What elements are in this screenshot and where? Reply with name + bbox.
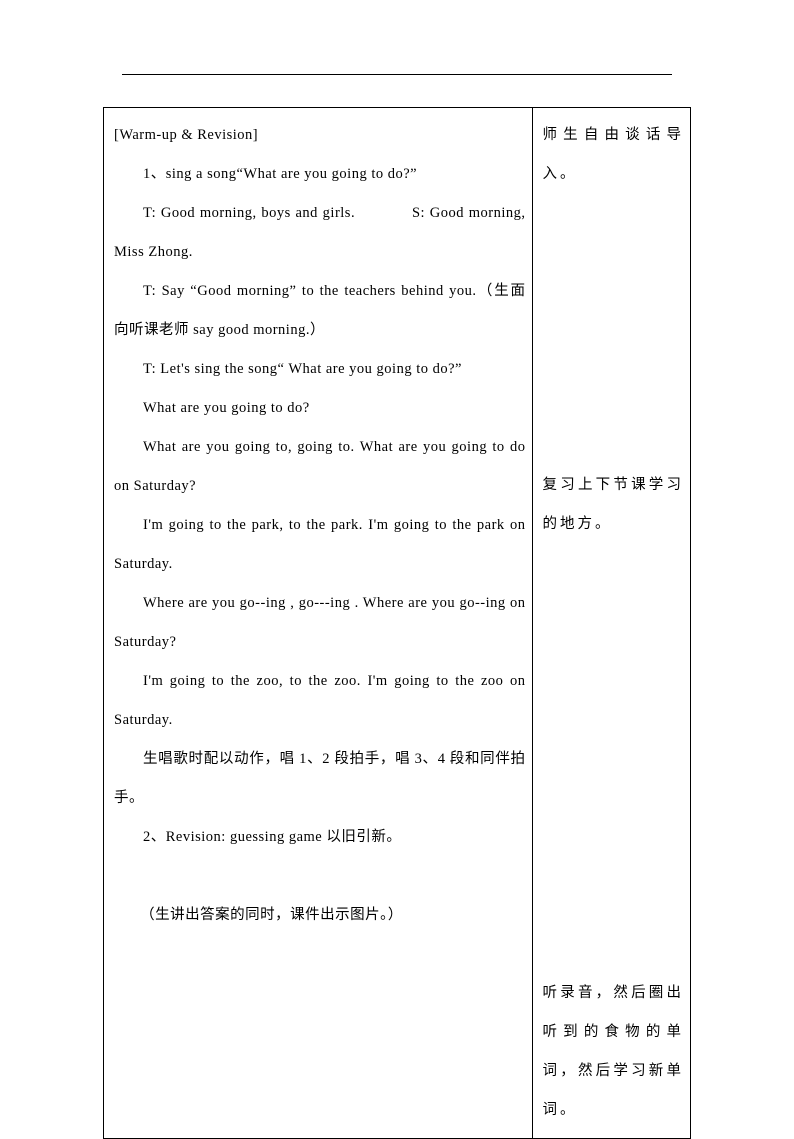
- dialogue-line: T: Say “Good morning” to the teachers be…: [114, 272, 526, 350]
- table-row: [Warm-up & Revision] 1、sing a song“What …: [104, 108, 690, 1138]
- section-title: [Warm-up & Revision]: [114, 116, 526, 155]
- note-2: 复习上下节课学习的地方。: [543, 466, 684, 544]
- header-rule-line: [122, 74, 672, 75]
- instruction-line: （生讲出答案的同时，课件出示图片。）: [114, 896, 526, 935]
- left-column: [Warm-up & Revision] 1、sing a song“What …: [104, 108, 533, 1138]
- right-column: 师生自由谈话导入。 复习上下节课学习的地方。 听录音，然后圈出听到的食物的单词，…: [533, 108, 690, 1138]
- lesson-plan-table: [Warm-up & Revision] 1、sing a song“What …: [103, 107, 691, 1139]
- spacer: [543, 194, 684, 466]
- note-1: 师生自由谈话导入。: [543, 116, 684, 194]
- lyric-line: I'm going to the zoo, to the zoo. I'm go…: [114, 662, 526, 740]
- lyric-line: I'm going to the park, to the park. I'm …: [114, 506, 526, 584]
- blank-line: [114, 857, 526, 896]
- instruction-line: 生唱歌时配以动作，唱 1、2 段拍手，唱 3、4 段和同伴拍手。: [114, 740, 526, 818]
- note-3: 听录音，然后圈出听到的食物的单词，然后学习新单词。: [543, 974, 684, 1130]
- dialogue-line: T: Good morning, boys and girls. S: Good…: [114, 194, 526, 272]
- item-1: 1、sing a song“What are you going to do?”: [114, 155, 526, 194]
- dialogue-line: T: Let's sing the song“ What are you goi…: [114, 350, 526, 389]
- lyric-line: What are you going to, going to. What ar…: [114, 428, 526, 506]
- lyric-line: What are you going to do?: [114, 389, 526, 428]
- item-2: 2、Revision: guessing game 以旧引新。: [114, 818, 526, 857]
- spacer: [543, 544, 684, 974]
- lyric-line: Where are you go--ing , go---ing . Where…: [114, 584, 526, 662]
